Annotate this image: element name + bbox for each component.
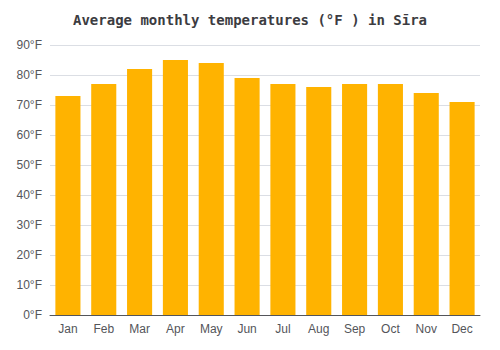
svg-text:Nov: Nov [416, 322, 437, 336]
svg-text:Average monthly temperatures (: Average monthly temperatures (°F ) in Sī… [73, 12, 427, 28]
svg-text:Jun: Jun [237, 322, 256, 336]
svg-text:50°F: 50°F [17, 158, 42, 172]
svg-text:Oct: Oct [381, 322, 400, 336]
svg-text:30°F: 30°F [17, 218, 42, 232]
svg-text:80°F: 80°F [17, 68, 42, 82]
svg-text:Sep: Sep [344, 322, 366, 336]
svg-text:Mar: Mar [129, 322, 150, 336]
svg-text:Aug: Aug [308, 322, 329, 336]
svg-text:Feb: Feb [93, 322, 114, 336]
svg-text:Jan: Jan [58, 322, 77, 336]
svg-text:60°F: 60°F [17, 128, 42, 142]
svg-text:May: May [200, 322, 223, 336]
svg-text:10°F: 10°F [17, 278, 42, 292]
svg-text:0°F: 0°F [23, 308, 42, 322]
svg-text:Apr: Apr [166, 322, 185, 336]
svg-text:40°F: 40°F [17, 188, 42, 202]
svg-text:Dec: Dec [451, 322, 472, 336]
svg-text:Jul: Jul [275, 322, 290, 336]
svg-text:20°F: 20°F [17, 248, 42, 262]
svg-text:90°F: 90°F [17, 38, 42, 52]
svg-text:70°F: 70°F [17, 98, 42, 112]
